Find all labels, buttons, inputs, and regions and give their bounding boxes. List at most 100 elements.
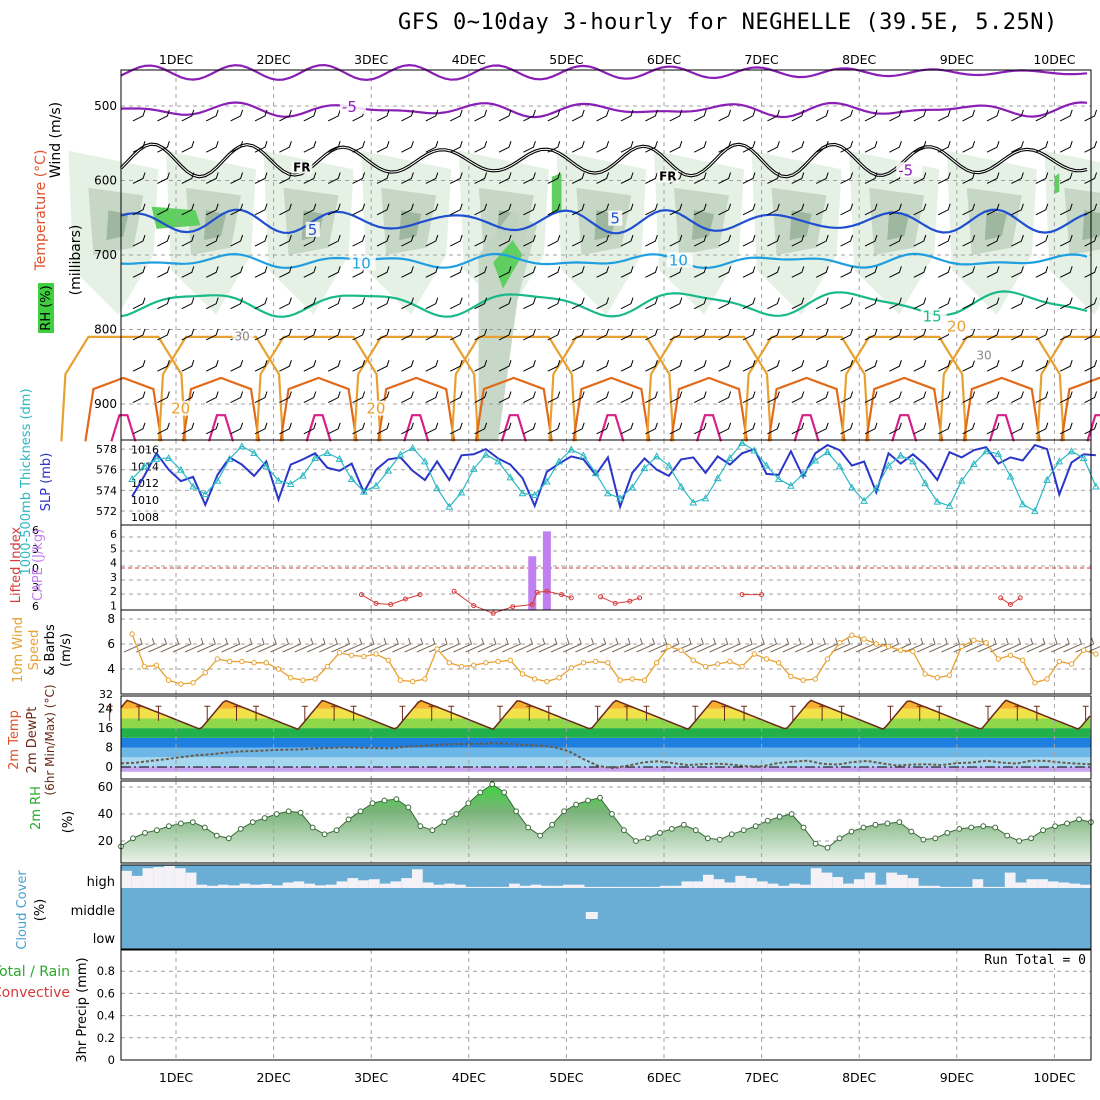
wind10-label-1: 10m Wind bbox=[11, 617, 26, 683]
wind-barb bbox=[547, 422, 561, 435]
high-cloud-bar bbox=[649, 886, 660, 888]
high-cloud-bar bbox=[1026, 879, 1038, 888]
wind-barb bbox=[425, 109, 439, 122]
wind-barb bbox=[1059, 266, 1073, 278]
wind-barb bbox=[693, 203, 707, 216]
wind-barb bbox=[986, 297, 1000, 310]
rh-marker bbox=[668, 825, 675, 832]
high-cloud-bar bbox=[433, 884, 445, 888]
wind-barb bbox=[563, 637, 582, 653]
slp-marker bbox=[457, 488, 466, 496]
temp-band bbox=[121, 728, 1091, 738]
wind-barb bbox=[770, 637, 790, 653]
wind-barb bbox=[132, 328, 146, 341]
wind-barb bbox=[230, 266, 244, 278]
wind-barb bbox=[230, 360, 244, 372]
wind-barb bbox=[596, 360, 610, 372]
wind-barb bbox=[718, 391, 732, 403]
rh-marker bbox=[453, 811, 460, 817]
slp-marker bbox=[299, 471, 307, 479]
contour-label: 15 bbox=[923, 307, 942, 325]
temp-tick-label: 8 bbox=[105, 741, 113, 755]
wind-barb bbox=[1084, 172, 1098, 184]
high-cloud-bar bbox=[616, 886, 628, 888]
rh-marker bbox=[249, 819, 256, 825]
high-cloud-bar bbox=[487, 886, 499, 888]
wind-barb bbox=[571, 141, 585, 153]
rh-marker bbox=[812, 840, 819, 847]
wind-barb bbox=[376, 109, 390, 122]
slp-marker bbox=[726, 453, 734, 461]
wind-barb bbox=[718, 360, 732, 372]
wind-barb bbox=[1011, 391, 1024, 403]
wind-barb bbox=[693, 234, 707, 247]
wind-tick-label: 8 bbox=[107, 612, 115, 626]
high-cloud-bar bbox=[476, 886, 488, 888]
cloud-high-label: high bbox=[87, 875, 115, 890]
wind10-marker bbox=[824, 656, 831, 662]
wind10-label-2: Speed bbox=[27, 630, 42, 671]
wind-barb bbox=[791, 422, 805, 435]
wind-barb bbox=[1059, 422, 1073, 435]
slp-marker bbox=[152, 454, 161, 462]
wind-barb bbox=[718, 266, 732, 278]
slp-marker bbox=[799, 469, 807, 477]
high-cloud-bar bbox=[810, 868, 822, 888]
contour-label: 10 bbox=[352, 254, 371, 272]
wind-barb bbox=[962, 328, 976, 341]
high-cloud-bar bbox=[713, 879, 725, 888]
rh-marker bbox=[477, 789, 484, 796]
isotherm-25 bbox=[962, 376, 1041, 442]
thickness-tick-label: 574 bbox=[96, 484, 117, 497]
date-label-top: 1DEC bbox=[159, 52, 193, 67]
wind-barb bbox=[1035, 422, 1049, 435]
precip-total-label: Total / Rain bbox=[0, 964, 70, 980]
wind-barb bbox=[181, 328, 195, 341]
wind-barb bbox=[742, 328, 756, 341]
wind-barb bbox=[620, 391, 634, 403]
high-cloud-bar bbox=[1069, 883, 1081, 888]
wind-barb bbox=[645, 328, 658, 341]
isotherm-20 bbox=[1036, 335, 1100, 442]
wind-barb bbox=[205, 297, 219, 310]
isotherm-20 bbox=[60, 335, 187, 442]
wind-barb bbox=[157, 109, 170, 122]
wind-barb bbox=[620, 234, 634, 247]
rh-marker bbox=[908, 828, 915, 835]
rh-dark-region bbox=[204, 210, 226, 241]
wind-barb bbox=[693, 328, 707, 341]
slp-marker bbox=[994, 449, 1003, 457]
high-cloud-bar bbox=[315, 885, 326, 888]
slp-marker bbox=[518, 489, 527, 497]
high-cloud-bar bbox=[638, 886, 650, 888]
wind-barb bbox=[327, 109, 341, 122]
wind-barb bbox=[685, 637, 704, 653]
temp-band bbox=[121, 747, 1091, 758]
wind-barb bbox=[352, 172, 366, 184]
high-cloud-bar bbox=[659, 885, 671, 888]
wind-barb bbox=[523, 203, 536, 216]
rh-legend-swatch bbox=[38, 283, 54, 333]
wind-barb bbox=[697, 637, 717, 653]
wind-barb bbox=[767, 141, 780, 153]
wind-barb bbox=[498, 172, 512, 184]
wind-barb bbox=[401, 234, 414, 247]
contour-label: 20 bbox=[947, 318, 966, 336]
wind-barb bbox=[669, 234, 683, 247]
rh-marker bbox=[824, 844, 831, 851]
wind-barb bbox=[742, 422, 756, 435]
rh-marker bbox=[1064, 820, 1070, 827]
wind-barb bbox=[718, 141, 732, 153]
li-marker bbox=[637, 595, 643, 601]
wind-barb bbox=[367, 637, 387, 653]
wind-barb bbox=[815, 360, 829, 372]
wind-barb bbox=[352, 422, 366, 435]
temp-bands bbox=[121, 700, 1091, 772]
temperature-axis-label: Temperature (°C) bbox=[33, 150, 49, 272]
wind-barb bbox=[815, 234, 829, 247]
wind-barb bbox=[767, 297, 780, 310]
wind-barb bbox=[498, 328, 512, 341]
wind-barb bbox=[815, 266, 829, 278]
wind10-marker bbox=[714, 661, 721, 667]
wind-barb bbox=[977, 637, 997, 653]
